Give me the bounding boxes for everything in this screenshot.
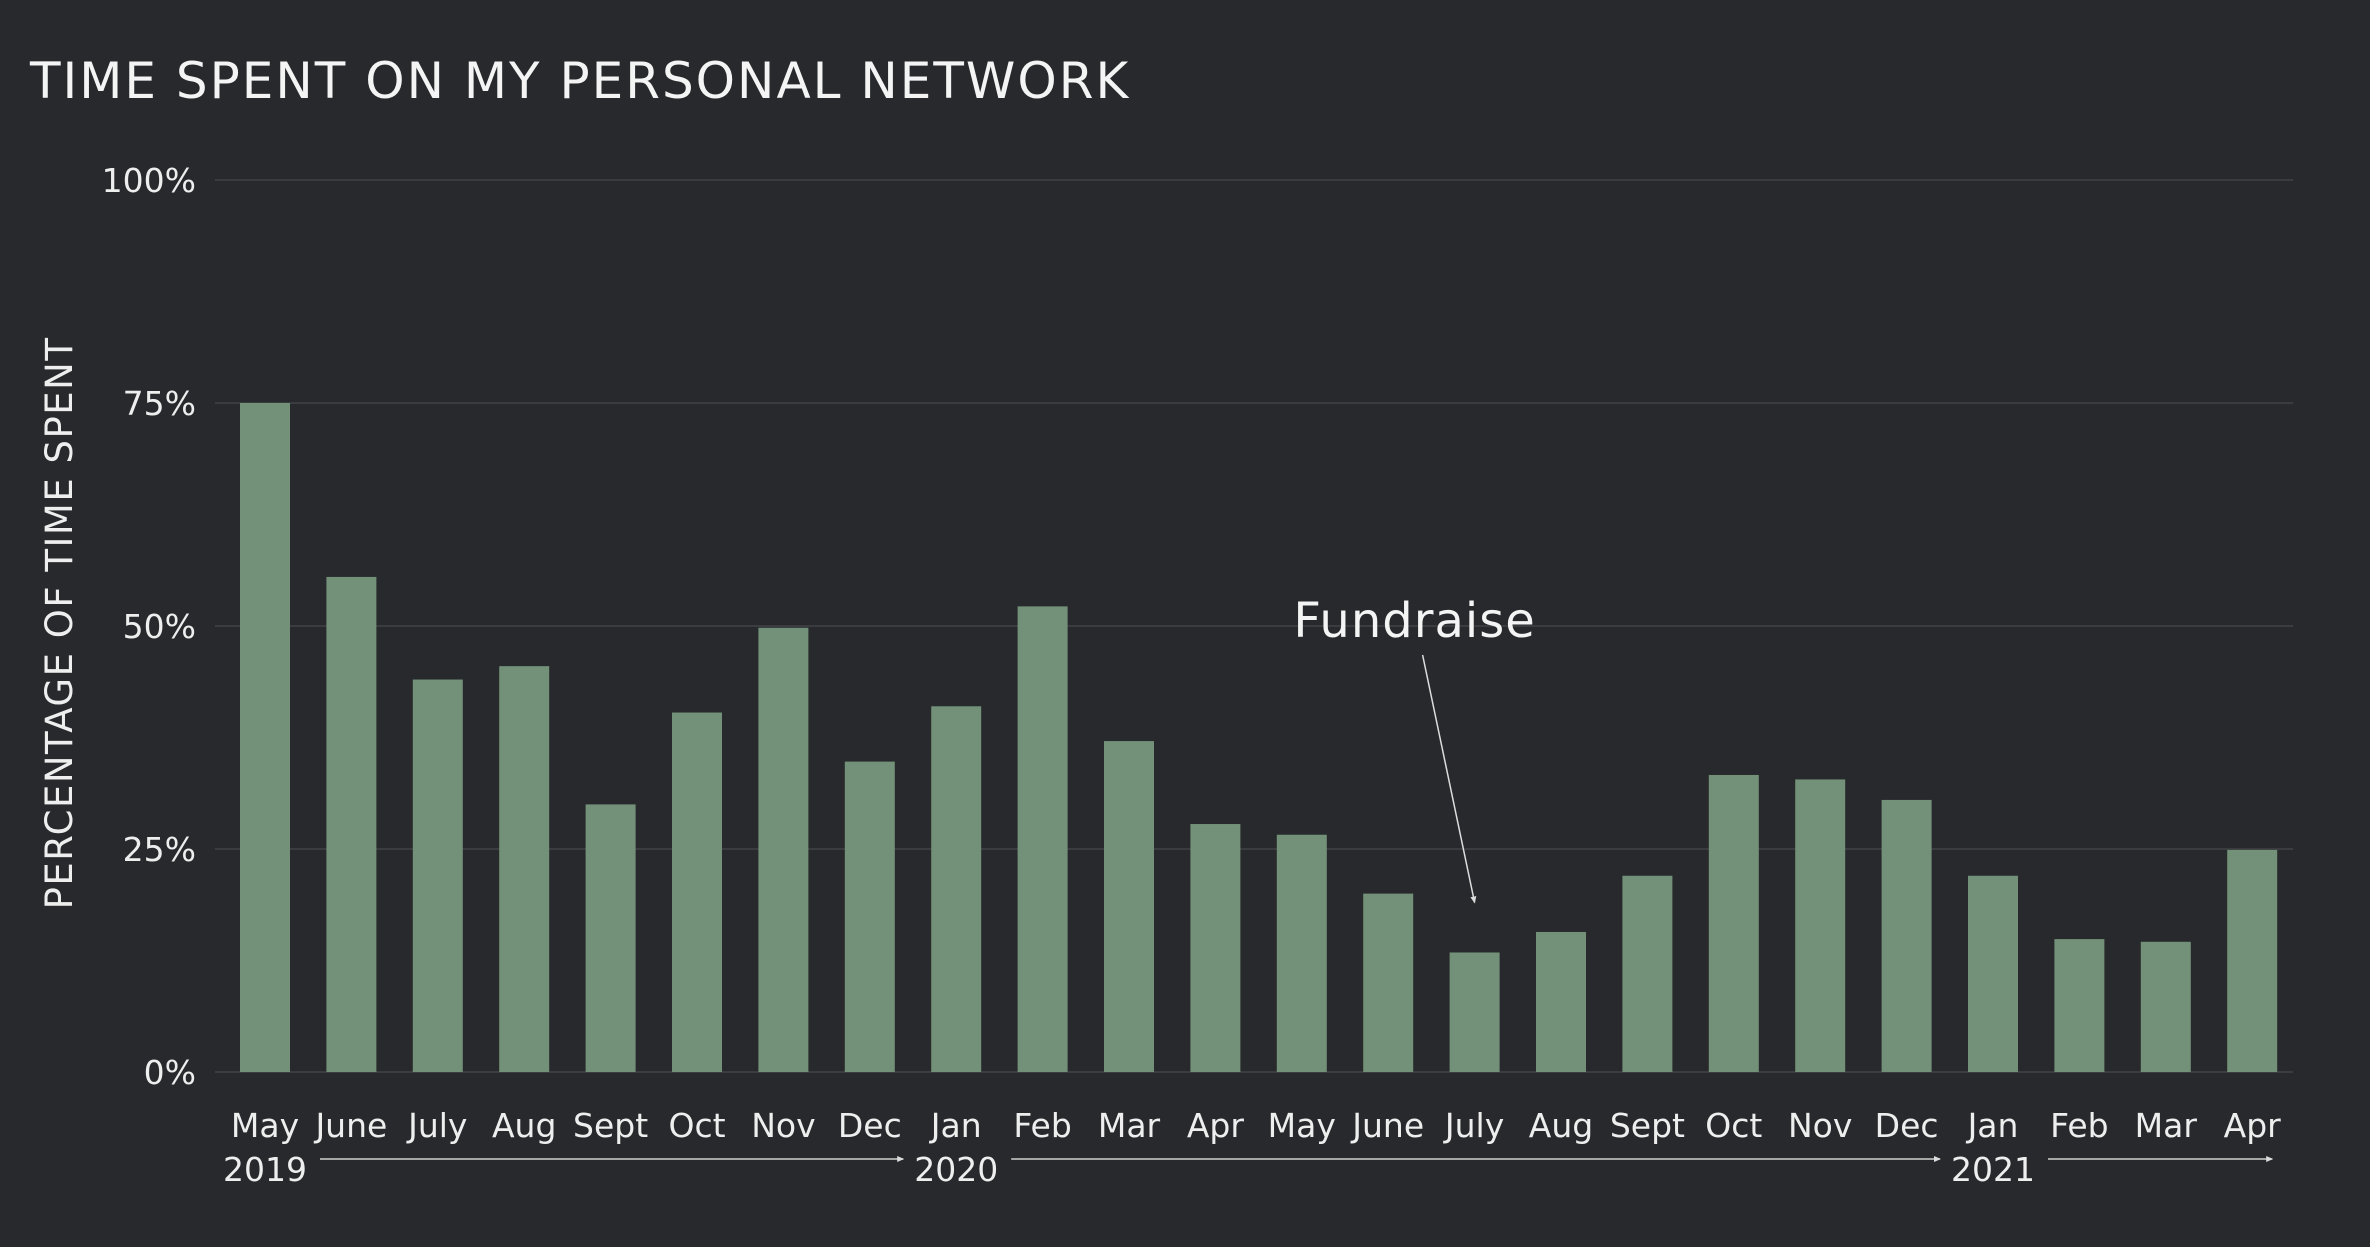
x-tick-label: Nov	[751, 1106, 815, 1145]
y-tick-label: 75%	[123, 384, 196, 423]
x-tick-label: Jan	[1966, 1106, 2019, 1145]
y-tick-label: 25%	[123, 830, 196, 869]
x-tick-label: Feb	[1013, 1106, 1071, 1145]
x-tick-label: July	[1443, 1106, 1504, 1145]
bar	[1622, 875, 1673, 1072]
bar	[1363, 893, 1414, 1072]
annotation-arrow	[1421, 654, 1477, 904]
bar	[844, 761, 895, 1072]
annotations: Fundraise	[1293, 593, 1535, 904]
bar	[1190, 824, 1241, 1072]
x-tick-label: June	[1350, 1106, 1424, 1145]
bar	[499, 666, 550, 1072]
bar	[412, 679, 463, 1072]
y-tick-label: 0%	[144, 1053, 196, 1092]
x-tick-label: Nov	[1788, 1106, 1852, 1145]
x-tick-label: Dec	[838, 1106, 902, 1145]
x-tick-label: Oct	[1705, 1106, 1762, 1145]
x-tick-label: Mar	[2135, 1106, 2198, 1145]
x-tick-label: Apr	[2224, 1106, 2282, 1145]
annotation-label: Fundraise	[1293, 593, 1535, 649]
x-tick-label: Apr	[1187, 1106, 1245, 1145]
bar	[758, 627, 809, 1072]
x-tick-label: Dec	[1875, 1106, 1939, 1145]
y-axis-ticks: 0% 25% 50% 75% 100%	[102, 161, 196, 1092]
bar	[585, 804, 636, 1072]
bar	[1017, 606, 1068, 1072]
bar	[672, 712, 722, 1072]
x-tick-label: May	[1268, 1106, 1336, 1145]
chart-title: TIME SPENT ON MY PERSONAL NETWORK	[30, 52, 1131, 110]
year-label: 2019	[223, 1150, 307, 1189]
bar	[1536, 931, 1586, 1072]
bar	[2054, 939, 2105, 1072]
y-tick-label: 50%	[123, 607, 196, 646]
bar	[1104, 741, 1154, 1072]
bar	[1449, 952, 1500, 1072]
x-tick-label: July	[406, 1106, 467, 1145]
bar	[1795, 779, 1846, 1072]
year-label: 2021	[1951, 1150, 2035, 1189]
x-tick-label: May	[231, 1106, 299, 1145]
x-tick-label: Sept	[1610, 1106, 1685, 1145]
x-axis-labels: May June July Aug Sept Oct Nov Dec Jan Feb Mar Apr M…	[231, 1106, 2281, 1145]
bar	[240, 403, 290, 1072]
year-spans: 2019 2020 2021	[223, 1150, 2274, 1189]
bars	[240, 403, 2278, 1072]
bar	[2140, 941, 2191, 1072]
bar	[1881, 799, 1932, 1072]
x-tick-label: Oct	[668, 1106, 725, 1145]
x-tick-label: Sept	[573, 1106, 648, 1145]
x-tick-label: June	[313, 1106, 387, 1145]
x-tick-label: Aug	[492, 1106, 556, 1145]
y-axis-label: PERCENTAGE OF TIME SPENT	[38, 337, 81, 910]
gridlines	[215, 179, 2293, 1073]
x-tick-label: Feb	[2050, 1106, 2108, 1145]
x-tick-label: Jan	[929, 1106, 982, 1145]
bar	[1276, 834, 1327, 1072]
x-tick-label: Mar	[1098, 1106, 1161, 1145]
bar	[2227, 849, 2278, 1072]
y-tick-label: 100%	[102, 161, 196, 200]
bar	[1708, 774, 1759, 1072]
bar	[326, 576, 377, 1072]
bar	[1968, 875, 2018, 1072]
bar	[931, 706, 982, 1072]
x-tick-label: Aug	[1529, 1106, 1593, 1145]
year-label: 2020	[914, 1150, 998, 1189]
